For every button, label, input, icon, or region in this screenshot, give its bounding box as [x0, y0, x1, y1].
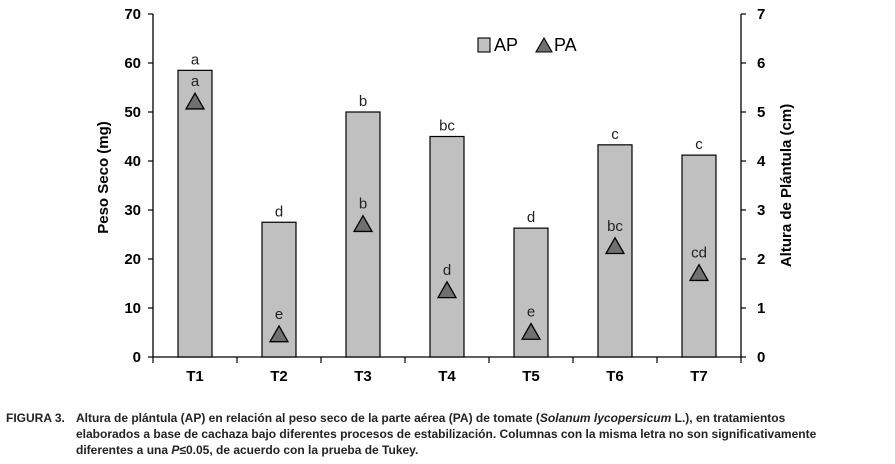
point-t6 [604, 236, 626, 255]
x-tick-label: T7 [690, 368, 708, 385]
right-tick-label: 1 [757, 300, 765, 317]
x-tick-label: T4 [438, 368, 456, 385]
x-tick-label: T6 [606, 368, 624, 385]
right-tick-label: 2 [757, 251, 765, 268]
point-label: bc [607, 218, 623, 235]
bar-label: c [611, 126, 619, 143]
caption-species: Solanum lycopersicum [539, 411, 672, 425]
point-label: e [275, 306, 283, 323]
legend-label-pa: PA [554, 35, 577, 55]
left-tick-label: 60 [124, 55, 141, 72]
figure-caption: FIGURA 3. Altura de plántula (AP) en rela… [6, 410, 891, 458]
right-tick-label: 7 [757, 6, 765, 23]
left-tick-label: 20 [124, 251, 141, 268]
left-tick-label: 10 [124, 300, 141, 317]
caption-line3-a: diferentes a una [76, 443, 172, 457]
point-t2 [268, 324, 290, 343]
point-t3 [352, 214, 374, 233]
caption-p: P [171, 443, 180, 457]
left-tick-label: 30 [124, 202, 141, 219]
bar-label: bc [439, 118, 455, 135]
bar-t1 [177, 69, 213, 358]
point-t1 [184, 91, 206, 110]
point-label: a [191, 73, 200, 90]
left-axis-title: Peso Seco (mg) [95, 121, 112, 234]
point-label: cd [691, 245, 707, 262]
right-tick-label: 4 [757, 153, 766, 170]
right-axis-title: Altura de Plántula (cm) [778, 104, 795, 267]
plot-area: 0 10 20 30 40 50 60 70 0 1 2 3 4 5 6 7 T1 T2 T3 T4 T5 T6 T7 Pes… [95, 6, 795, 385]
point-t4 [436, 280, 458, 299]
bar-label: b [359, 93, 367, 110]
x-tick-label: T3 [354, 368, 372, 385]
caption-line1-a: Altura de plántula (AP) en relación al p… [76, 411, 540, 425]
left-tick-label: 70 [124, 6, 141, 23]
left-tick-label: 40 [124, 153, 141, 170]
legend-swatch-ap [477, 37, 491, 53]
left-tick-label: 50 [124, 104, 141, 121]
legend-swatch-pa [535, 36, 553, 53]
caption-line1-b: L.), en tratamientos [671, 411, 786, 425]
legend-label-ap: AP [494, 35, 518, 55]
right-tick-label: 0 [757, 349, 765, 366]
bar-label: d [527, 209, 535, 226]
bar-t4 [429, 135, 465, 358]
right-tick-label: 5 [757, 104, 765, 121]
point-t7 [688, 263, 710, 282]
point-t5 [520, 322, 542, 340]
point-label: d [443, 262, 451, 279]
caption-lead: FIGURA 3. [6, 411, 65, 425]
caption-line3-b: ≤0.05, de acuerdo con la prueba de Tukey… [179, 443, 419, 457]
point-label: e [527, 304, 535, 321]
bar-label: d [275, 203, 283, 220]
x-tick-label: T1 [186, 368, 204, 385]
chart: 0 10 20 30 40 50 60 70 0 1 2 3 4 5 6 7 T1 T2 T3 T4 T5 T6 T7 Pes… [95, 6, 795, 385]
bar-t3 [345, 111, 381, 358]
bar-t7 [681, 154, 717, 358]
bar-label: c [695, 136, 703, 153]
x-tick-label: T5 [522, 368, 540, 385]
right-tick-label: 6 [757, 55, 765, 72]
caption-line2: elaborados a base de cachaza bajo difere… [76, 427, 817, 441]
bar-label: a [191, 51, 200, 68]
left-tick-label: 0 [133, 349, 141, 366]
point-label: b [359, 196, 367, 213]
x-tick-label: T2 [270, 368, 288, 385]
right-tick-label: 3 [757, 202, 765, 219]
